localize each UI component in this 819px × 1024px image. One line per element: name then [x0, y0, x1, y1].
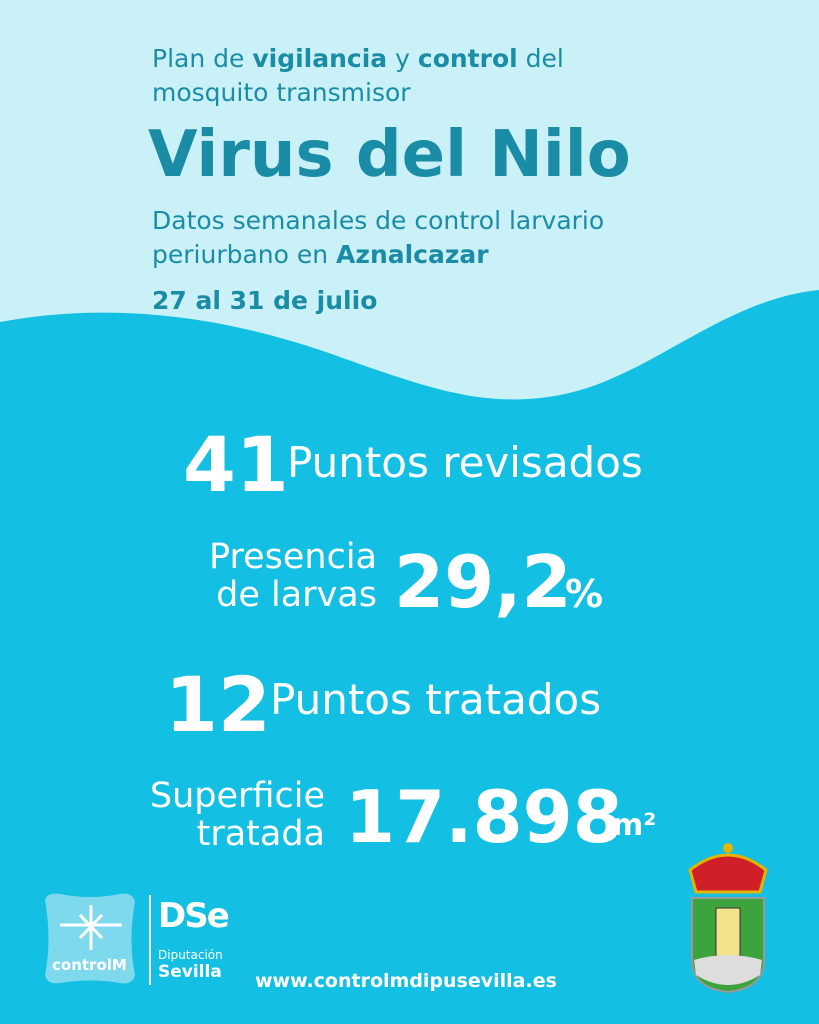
logo-text: DSe	[158, 896, 230, 936]
stat-number: 29,2	[394, 540, 572, 624]
stat-label: Puntos revisados	[287, 438, 643, 487]
date: 27 al 31 de julio	[152, 286, 378, 315]
logo-text: controlM	[52, 956, 127, 974]
intro-line: Plan de vigilancia y control del	[152, 44, 564, 73]
stat-unit: m²	[612, 808, 657, 843]
stat-label: Presencia de larvas	[208, 537, 377, 615]
logo-text: Sevilla	[158, 962, 222, 982]
stat-number: 41	[183, 420, 289, 509]
stat-number: 17.898	[345, 775, 623, 859]
stat-label: Puntos tratados	[270, 675, 602, 724]
stat-label: Superficie tratada	[149, 776, 325, 854]
stat-number: 12	[165, 660, 271, 749]
subtitle-line: periurbano en Aznalcazar	[152, 240, 489, 269]
stat-unit: %	[565, 572, 604, 616]
url[interactable]: www.controlmdipusevilla.es	[255, 970, 557, 992]
intro-line: mosquito transmisor	[152, 78, 411, 107]
subtitle-line: Datos semanales de control larvario	[152, 206, 605, 235]
logo-text: Diputación	[158, 948, 223, 962]
title: Virus del Nilo	[148, 118, 631, 192]
